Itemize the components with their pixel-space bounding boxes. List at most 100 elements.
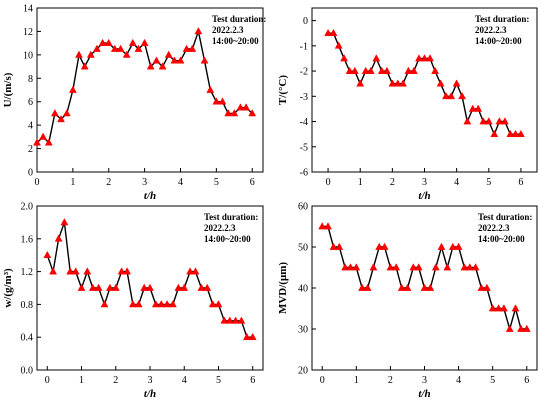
data-point — [356, 79, 365, 87]
data-point — [152, 56, 161, 64]
y-tick-label: -2 — [300, 67, 308, 78]
x-tick-label: 4 — [454, 177, 459, 188]
chart-panel-2: 0 1 2 3 4 5 6 0 -1 -2 -3 -4 -5 -6 t/h T/(°C) Test durati… — [277, 7, 538, 202]
data-point — [511, 304, 520, 312]
y-tick-label: 0.4 — [21, 333, 34, 344]
data-point — [517, 324, 525, 332]
x-tick-label: 6 — [250, 375, 255, 386]
y-tick-label: 1.6 — [21, 234, 34, 245]
data-point — [116, 44, 125, 52]
x-tick-label: 2 — [388, 375, 393, 386]
data-point — [158, 62, 167, 70]
data-point — [117, 267, 126, 275]
data-point — [43, 250, 52, 259]
data-point — [140, 283, 149, 291]
annotation-line: 14:00~20:00 — [475, 36, 522, 46]
data-point — [334, 41, 343, 49]
y-tick-label: -1 — [300, 41, 308, 52]
data-point — [442, 91, 450, 100]
y-tick-label: 1.2 — [21, 267, 34, 278]
x-tick-label: 3 — [142, 177, 147, 188]
data-point — [324, 28, 333, 37]
data-point — [380, 242, 389, 250]
data-point — [340, 54, 349, 62]
data-point — [98, 38, 107, 46]
data-point — [468, 104, 477, 112]
y-tick-label: 14 — [23, 4, 33, 15]
y-tick-label: 0 — [28, 168, 33, 179]
series-line — [328, 32, 521, 137]
data-point — [100, 300, 109, 308]
y-tick-label: 8 — [28, 74, 33, 85]
y-tick-label: -4 — [300, 117, 308, 128]
data-point — [225, 316, 234, 324]
y-tick-label: -3 — [300, 92, 308, 103]
data-point — [506, 129, 515, 138]
data-point — [392, 263, 401, 271]
data-point — [414, 263, 423, 271]
data-point — [62, 109, 71, 117]
data-point — [54, 234, 63, 242]
x-axis-label: t/h — [418, 388, 430, 400]
y-tick-label: 6 — [28, 97, 33, 108]
y-tick-label: 0.8 — [21, 300, 34, 311]
data-point — [437, 242, 446, 250]
annotation-line: 14:00~20:00 — [212, 36, 259, 46]
data-point — [454, 242, 463, 250]
data-point — [170, 56, 179, 64]
data-point — [212, 97, 221, 105]
annotation-line: 2022.2.3 — [475, 25, 507, 35]
x-tick-label: 0 — [320, 375, 325, 386]
data-point — [92, 44, 101, 52]
data-point — [88, 283, 97, 291]
x-tick-label: 0 — [45, 375, 50, 386]
data-point — [393, 79, 402, 87]
data-point — [218, 97, 227, 105]
data-point — [386, 263, 395, 271]
x-tick-label: 0 — [35, 177, 40, 188]
x-tick-label: 1 — [79, 375, 84, 386]
data-point — [49, 267, 58, 275]
data-point — [522, 324, 531, 332]
x-tick-label: 3 — [422, 177, 427, 188]
annotation-line: 14:00~20:00 — [204, 234, 251, 244]
data-point — [388, 79, 397, 87]
annotation-line: Test duration: — [478, 212, 532, 222]
data-point — [465, 263, 474, 271]
data-point — [146, 283, 154, 291]
data-point — [66, 267, 75, 275]
y-tick-label: 30 — [298, 325, 308, 336]
data-point — [397, 283, 406, 291]
data-point — [123, 267, 132, 275]
x-tick-label: 1 — [354, 375, 359, 386]
data-point — [75, 50, 83, 58]
data-point — [224, 109, 233, 117]
data-point — [377, 66, 386, 74]
data-point — [68, 85, 77, 93]
data-point — [448, 242, 457, 250]
data-point — [39, 132, 48, 140]
y-axis-label: T/(°C) — [277, 75, 289, 105]
data-point — [94, 283, 103, 291]
data-point — [375, 242, 384, 250]
y-tick-label: 0 — [303, 16, 308, 27]
data-point — [182, 44, 191, 52]
data-point — [511, 129, 520, 138]
data-point — [86, 50, 95, 58]
y-tick-label: 0.0 — [21, 366, 34, 377]
data-point — [220, 316, 229, 324]
data-point — [403, 283, 412, 291]
data-point — [474, 104, 483, 112]
data-point — [484, 117, 493, 125]
annotation-line: Test duration: — [204, 212, 258, 222]
data-point — [206, 85, 215, 93]
data-point — [460, 263, 469, 271]
data-point — [516, 129, 525, 138]
data-point — [200, 56, 209, 64]
data-point — [358, 283, 367, 291]
data-point — [168, 300, 177, 308]
data-point — [50, 109, 59, 117]
x-tick-label: 5 — [490, 375, 495, 386]
data-point — [431, 66, 440, 74]
